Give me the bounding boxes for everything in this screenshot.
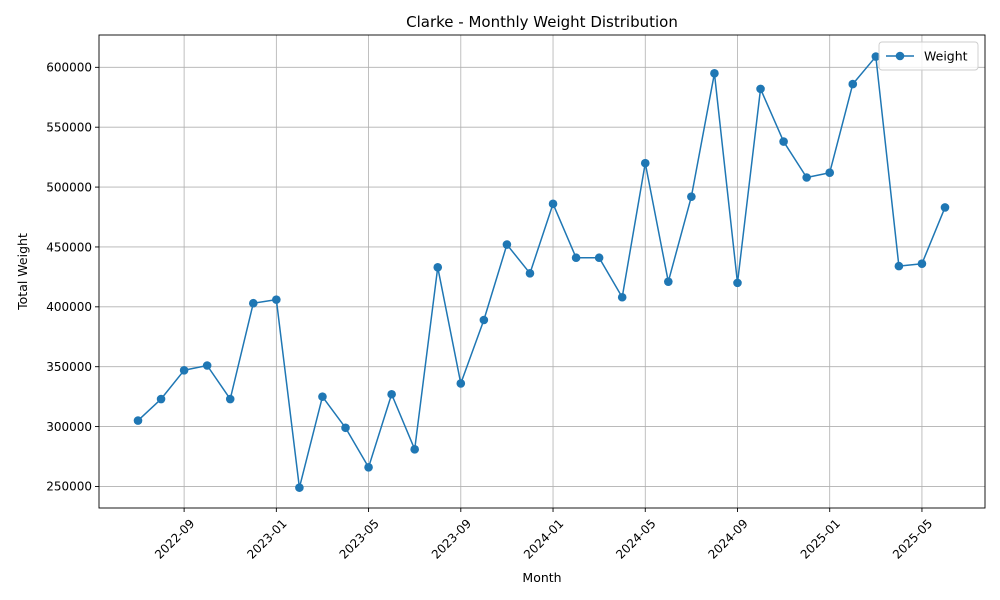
data-point bbox=[502, 240, 512, 249]
y-axis-label: Total Weight bbox=[15, 233, 30, 311]
data-point bbox=[687, 192, 696, 201]
y-tick-label: 300000 bbox=[46, 420, 92, 434]
x-axis-label: Month bbox=[522, 570, 561, 585]
data-point bbox=[917, 259, 927, 269]
legend: Weight bbox=[878, 41, 979, 71]
data-point bbox=[456, 379, 466, 388]
data-point bbox=[779, 137, 788, 146]
data-point bbox=[133, 416, 143, 425]
data-point bbox=[272, 295, 281, 304]
y-tick-label: 250000 bbox=[46, 480, 92, 494]
data-point bbox=[571, 253, 581, 263]
data-point bbox=[433, 263, 443, 272]
data-point bbox=[479, 315, 489, 325]
data-point bbox=[802, 173, 811, 182]
data-point bbox=[617, 292, 627, 302]
data-point bbox=[733, 278, 742, 288]
data-point bbox=[179, 365, 189, 375]
data-point bbox=[825, 168, 835, 178]
grid-layer bbox=[99, 35, 985, 508]
legend-box bbox=[878, 41, 979, 71]
data-point bbox=[225, 394, 235, 404]
data-point bbox=[364, 462, 373, 472]
data-point bbox=[387, 389, 396, 399]
y-tick-label: 450000 bbox=[46, 240, 92, 254]
legend-marker-weight bbox=[895, 51, 905, 61]
data-point bbox=[594, 253, 604, 263]
legend-label-weight: Weight bbox=[924, 49, 968, 64]
data-point bbox=[341, 423, 350, 433]
y-tick-label: 400000 bbox=[46, 300, 92, 314]
data-point bbox=[871, 52, 881, 61]
y-tick-label: 500000 bbox=[46, 180, 92, 194]
data-point bbox=[664, 277, 673, 286]
data-point bbox=[940, 203, 950, 212]
plot-frame bbox=[98, 34, 986, 509]
data-point bbox=[410, 445, 419, 454]
data-point bbox=[156, 394, 166, 404]
y-tick-label: 600000 bbox=[46, 61, 92, 75]
data-point bbox=[202, 361, 212, 370]
data-point bbox=[295, 483, 304, 492]
y-tick-label: 550000 bbox=[46, 121, 92, 135]
data-point bbox=[318, 392, 327, 401]
data-point bbox=[756, 84, 765, 94]
data-point bbox=[548, 199, 558, 209]
data-point bbox=[248, 298, 258, 308]
data-point bbox=[525, 269, 535, 278]
data-point bbox=[894, 261, 904, 271]
data-point bbox=[848, 79, 858, 89]
data-point bbox=[640, 158, 650, 168]
series-layer bbox=[133, 52, 950, 492]
y-tick-label: 350000 bbox=[46, 360, 92, 374]
chart-title: Clarke - Monthly Weight Distribution bbox=[406, 13, 678, 31]
data-point bbox=[710, 69, 719, 78]
